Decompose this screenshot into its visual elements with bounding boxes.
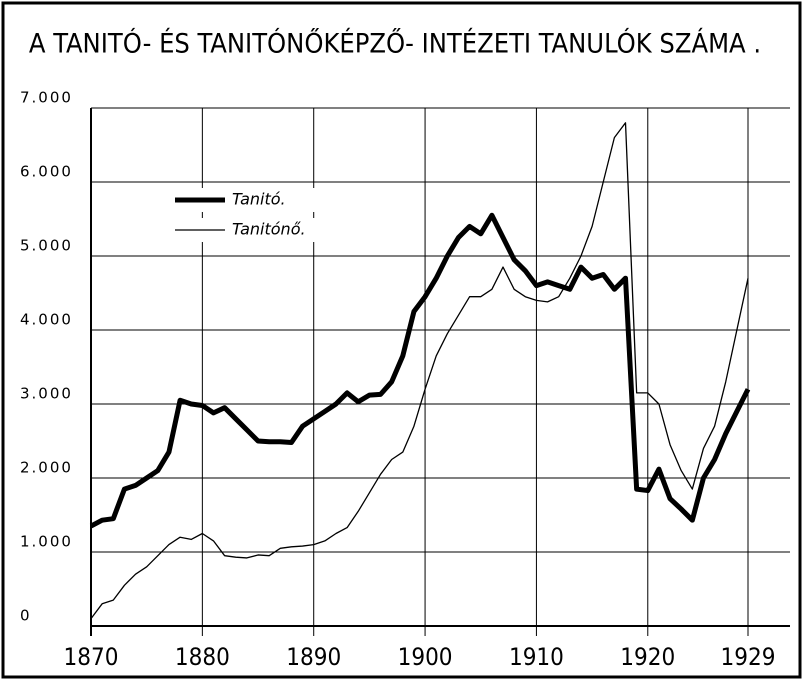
y-tick-label: 5.000 — [20, 237, 73, 255]
line-series — [90, 122, 749, 619]
x-tick-label: 1920 — [620, 643, 675, 671]
y-tick-label: 3.000 — [20, 385, 73, 403]
y-tick-label: 0 — [20, 607, 32, 625]
y-tick-label: 6.000 — [20, 163, 73, 181]
x-tick-label: 1910 — [509, 643, 564, 671]
x-tick-label: 1900 — [398, 643, 453, 671]
line-series — [89, 212, 751, 529]
x-tick-label: 1870 — [64, 643, 119, 671]
x-tick-label: 1929 — [721, 643, 776, 671]
y-tick-label: 1.000 — [20, 533, 73, 551]
x-tick-label: 1890 — [286, 643, 341, 671]
legend-label: Tanitó. — [232, 190, 286, 209]
y-tick-label: 2.000 — [20, 459, 73, 477]
y-tick-label: 7.000 — [20, 89, 73, 107]
chart-title: A TANITÓ- ÉS TANITÓNŐKÉPZŐ- INTÉZETI TAN… — [29, 28, 761, 60]
y-tick-label: 4.000 — [20, 311, 73, 329]
legend-label: Tanitónő. — [232, 220, 306, 239]
x-tick-label: 1880 — [175, 643, 230, 671]
